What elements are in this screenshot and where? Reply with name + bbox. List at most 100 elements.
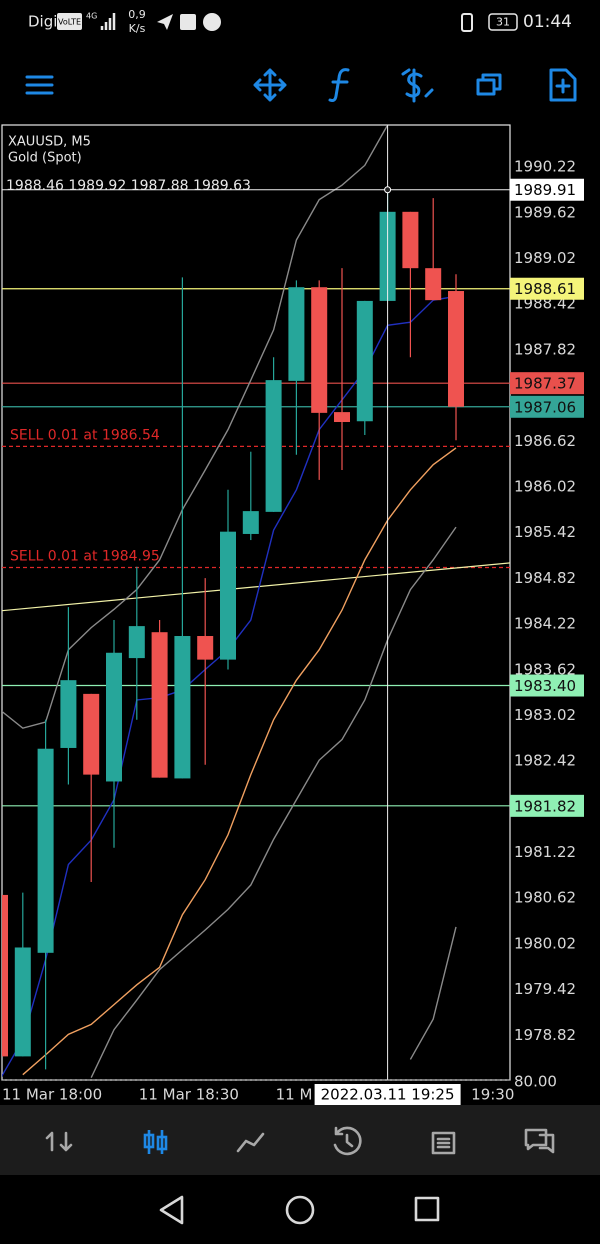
y-tick-label: 1982.42 <box>514 752 576 770</box>
home-button[interactable] <box>285 1195 315 1225</box>
menu-button[interactable] <box>25 75 54 95</box>
y-tick-label: 1983.62 <box>514 660 576 678</box>
volte: VoLTE <box>58 18 81 27</box>
indicator-line <box>409 926 457 1060</box>
price-label-box <box>510 178 584 201</box>
y-tick-label: 1986.62 <box>514 432 576 450</box>
indicators-button[interactable] <box>328 68 350 102</box>
crosshair-button[interactable] <box>253 68 287 102</box>
candle-body <box>265 380 282 512</box>
recents-button[interactable] <box>414 1196 440 1222</box>
y-tick-label: 1979.42 <box>514 980 576 998</box>
back-button[interactable] <box>159 1195 184 1225</box>
bottom-axis-label: 80.00 <box>514 1073 557 1091</box>
candle-body <box>311 287 328 413</box>
chart-tab-body <box>156 1135 168 1151</box>
y-tick-label: 1985.42 <box>514 523 576 541</box>
history-tab[interactable] <box>333 1126 362 1156</box>
vibrate-icon <box>461 13 473 32</box>
price-label-box <box>510 395 584 418</box>
order-label: SELL 0.01 at 1984.95 <box>10 548 160 564</box>
candle-body <box>425 268 442 301</box>
crosshair-point <box>384 186 392 194</box>
indicator-line <box>2 125 389 729</box>
candle-body <box>242 511 259 534</box>
candle-body <box>83 693 100 775</box>
x-tick-label: 11 Mar 18:00 <box>2 1086 102 1104</box>
candle-body <box>60 680 77 748</box>
candle-body <box>356 300 373 422</box>
carrier: Digi <box>28 13 57 31</box>
candle-body <box>448 291 464 407</box>
tab-bar <box>0 1105 600 1175</box>
overlay: XAUUSD, M5 Gold (Spot) 1988.46 1989.92 1… <box>6 135 251 565</box>
y-tick-label: 1978.82 <box>514 1026 576 1044</box>
candle-body <box>220 531 236 660</box>
candle-body <box>174 636 191 779</box>
messages-tab[interactable] <box>524 1128 555 1154</box>
status-bar: Digi VoLTE 4G 0,9 K/s 31 01:44 <box>28 8 572 35</box>
toolbar <box>25 68 577 103</box>
battery: 31 <box>496 16 510 29</box>
y-tick-label: 1980.02 <box>514 934 576 952</box>
x-tick-label: 11 Mar 18:30 <box>139 1086 239 1104</box>
price-label: 1988.61 <box>514 280 576 298</box>
price-label-box <box>510 794 584 817</box>
price-label: 1987.06 <box>514 398 576 416</box>
candle-body <box>14 947 31 1057</box>
price-label: 1987.37 <box>514 375 576 393</box>
crosshair-time-box <box>314 1084 461 1105</box>
price-label-box <box>510 674 584 697</box>
y-tick-label: 1984.82 <box>514 569 576 587</box>
price-label-box <box>510 372 584 395</box>
candle-body <box>2 894 8 1057</box>
indicator-line <box>22 447 457 1076</box>
candle-body <box>334 412 350 423</box>
x-tick-label: 19:30 <box>471 1086 514 1104</box>
y-tick-label: 1987.82 <box>514 340 576 358</box>
indicator-line <box>90 526 457 1079</box>
chart: XAUUSD, M5 Gold (Spot) 1988.46 1989.92 1… <box>1 124 584 1105</box>
chart-title: XAUUSD, M5 <box>8 135 91 150</box>
speed-unit: K/s <box>129 22 146 35</box>
candle-body <box>106 652 122 782</box>
journal-tab[interactable] <box>431 1131 456 1155</box>
y-tick-label: 1990.22 <box>514 158 576 176</box>
nav-bar <box>0 1175 600 1244</box>
clock: 01:44 <box>523 12 572 32</box>
message-icon <box>180 14 196 30</box>
y-tick-label: 1989.02 <box>514 249 576 267</box>
y-tick-label: 1980.62 <box>514 889 576 907</box>
battery-icon <box>488 13 518 31</box>
chart-subtitle: Gold (Spot) <box>8 151 82 166</box>
volte-badge <box>57 13 82 30</box>
plot <box>2 125 510 1080</box>
price-label: 1983.40 <box>514 677 576 695</box>
windows-button[interactable] <box>476 73 502 96</box>
y-tick-label: 1989.62 <box>514 203 576 221</box>
app-icon <box>203 13 221 31</box>
candle-body <box>288 287 305 381</box>
candle-body <box>37 748 54 953</box>
speed: 0,9 <box>128 8 146 21</box>
axes: 1990.221989.621989.021988.421987.821986.… <box>2 158 584 1105</box>
candle-body <box>197 636 214 660</box>
signal <box>100 13 116 30</box>
price-label: 1989.91 <box>514 181 576 199</box>
price-label: 1981.82 <box>514 797 576 815</box>
trade-tab[interactable] <box>236 1132 265 1153</box>
telegram-icon <box>157 14 173 30</box>
network: 4G <box>86 12 97 21</box>
trade-button[interactable] <box>401 68 434 103</box>
new-order-button[interactable] <box>549 68 577 102</box>
quotes-tab[interactable] <box>45 1131 73 1152</box>
y-tick-label: 1984.22 <box>514 615 576 633</box>
crosshair-time-label: 2022.03.11 19:25 <box>321 1086 455 1104</box>
price-label-box <box>510 277 584 300</box>
candle-body <box>128 626 145 659</box>
y-tick-label: 1981.22 <box>514 843 576 861</box>
y-tick-label: 1986.02 <box>514 477 576 495</box>
x-tick-label: 11 M <box>276 1086 313 1104</box>
candle-body <box>151 632 168 778</box>
